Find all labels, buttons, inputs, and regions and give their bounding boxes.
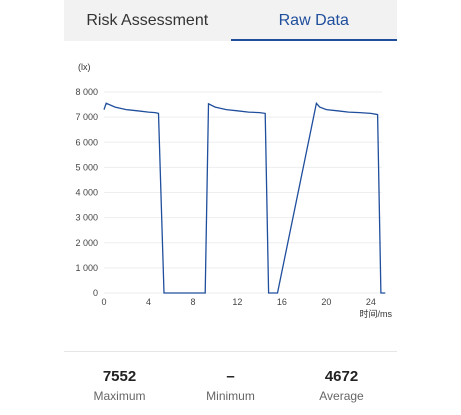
x-tick-label: 8: [190, 297, 195, 307]
x-tick-label: 24: [366, 297, 376, 307]
x-tick-label: 0: [101, 297, 106, 307]
stat-maximum-value: 7552: [102, 368, 137, 385]
x-tick-label: 16: [277, 297, 287, 307]
x-tick-label: 4: [146, 297, 151, 307]
stat-maximum: 7552 Maximum: [64, 366, 175, 411]
y-tick-label: 2 000: [75, 238, 98, 248]
y-tick-label: 1 000: [75, 263, 98, 273]
series-line: [103, 101, 386, 294]
x-tick-label: 20: [321, 297, 331, 307]
x-axis-ticks: 0 4 8 12 16 20 24: [101, 297, 375, 307]
stat-average: 4672 Average: [286, 366, 397, 411]
y-tick-label: 3 000: [75, 213, 98, 223]
y-tick-label: 5 000: [75, 162, 98, 172]
tab-raw-data[interactable]: Raw Data: [230, 0, 398, 41]
tab-risk-assessment[interactable]: Risk Assessment: [86, 11, 209, 29]
stat-minimum-value: –: [226, 368, 235, 385]
stat-maximum-label: Maximum: [93, 389, 146, 403]
x-axis-label: 时间/ms: [360, 308, 393, 319]
stat-average-label: Average: [319, 389, 364, 403]
y-axis-label: (lx): [78, 62, 91, 72]
y-tick-label: 6 000: [75, 137, 98, 147]
tab-bar: Risk Assessment Raw Data: [64, 0, 397, 41]
stat-average-value: 4672: [324, 368, 359, 385]
x-tick-label: 12: [232, 297, 242, 307]
y-axis-ticks: 0 1 000 2 000 3 000 4 000 5 000 6 000 7 000 8 00…: [75, 87, 98, 298]
raw-data-page: Risk Assessment Raw Data 0 1 000 2 000 3 00…: [64, 0, 397, 415]
stat-minimum: – Minimum: [175, 366, 286, 411]
y-tick-label: 8 000: [75, 87, 98, 97]
illuminance-chart: 0 1 000 2 000 3 000 4 000 5 000 6 000 7 000 8 00…: [75, 62, 393, 319]
y-tick-label: 7 000: [75, 112, 98, 122]
stats-row: 7552 Maximum – Minimum 4672 Average: [64, 366, 397, 411]
y-tick-label: 0: [93, 288, 98, 298]
y-tick-label: 4 000: [75, 188, 98, 198]
chart-grid: [104, 91, 382, 294]
stat-minimum-label: Minimum: [206, 389, 255, 403]
divider: [64, 351, 397, 352]
